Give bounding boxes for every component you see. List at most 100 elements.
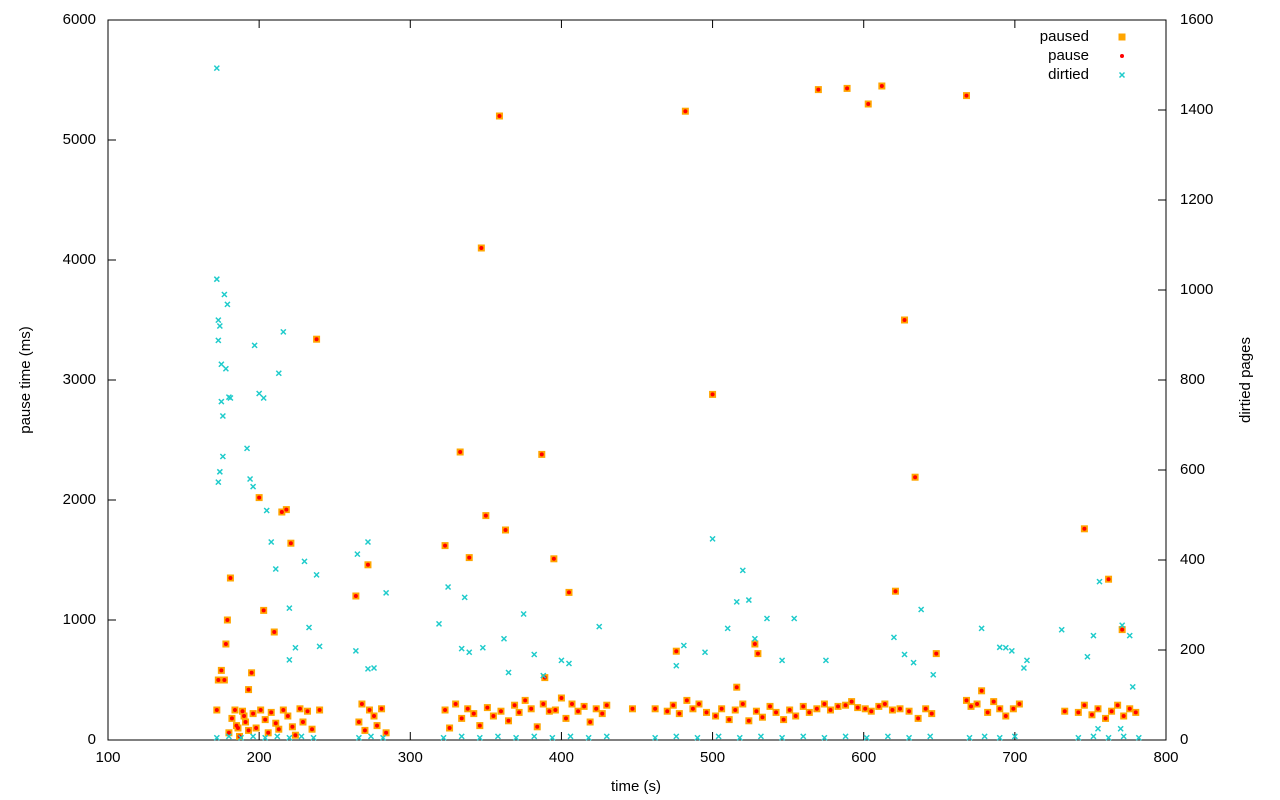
point	[249, 670, 254, 675]
y2-tick-label: 1400	[1180, 101, 1213, 118]
point	[1082, 526, 1087, 531]
point	[906, 734, 913, 741]
point	[1127, 706, 1132, 711]
point	[709, 535, 716, 542]
point	[704, 710, 709, 715]
point	[273, 721, 278, 726]
point	[251, 711, 256, 716]
point	[739, 567, 746, 574]
point	[362, 728, 367, 733]
point	[821, 734, 828, 741]
y2-tick-label: 400	[1180, 551, 1205, 568]
point	[372, 714, 377, 718]
point	[461, 594, 468, 601]
point	[884, 733, 891, 740]
point	[435, 620, 443, 627]
y2-tick-label: 800	[1180, 371, 1205, 388]
point	[793, 714, 798, 718]
point	[1109, 709, 1114, 714]
point	[356, 720, 361, 724]
point	[471, 711, 476, 716]
y2-tick-label: 1000	[1180, 281, 1213, 298]
point	[459, 716, 464, 721]
point	[713, 714, 718, 718]
point	[254, 726, 259, 730]
point	[563, 716, 568, 721]
point	[1008, 647, 1015, 654]
point	[370, 664, 378, 672]
point	[594, 706, 599, 711]
legend-marker	[1118, 71, 1126, 79]
point	[354, 551, 361, 558]
point	[787, 708, 792, 712]
point	[476, 734, 483, 741]
point	[1058, 626, 1065, 633]
point	[653, 706, 658, 711]
point	[710, 392, 715, 397]
point	[1082, 703, 1087, 708]
point	[604, 703, 609, 708]
point	[576, 709, 581, 714]
point	[467, 555, 472, 560]
point	[275, 370, 282, 377]
point	[466, 649, 473, 656]
point	[218, 361, 225, 368]
x-tick-label: 100	[95, 749, 120, 766]
point	[882, 702, 887, 706]
point	[1117, 725, 1124, 732]
point	[1119, 622, 1126, 629]
point	[246, 728, 251, 733]
point	[215, 317, 222, 324]
point	[465, 706, 470, 711]
point	[978, 625, 985, 632]
point	[768, 704, 773, 709]
point	[272, 565, 279, 573]
point	[890, 708, 895, 712]
point	[1120, 627, 1125, 632]
point	[596, 623, 603, 630]
point	[966, 734, 973, 741]
point	[531, 733, 538, 740]
point	[216, 678, 221, 682]
point	[458, 645, 465, 652]
point	[855, 705, 860, 710]
point	[288, 541, 293, 546]
point	[997, 706, 1002, 711]
point	[443, 708, 448, 712]
point	[216, 322, 223, 330]
point	[505, 669, 512, 676]
point	[1076, 710, 1081, 715]
point	[1089, 712, 1094, 717]
y2-tick-label: 0	[1180, 731, 1188, 748]
point	[298, 733, 305, 740]
point	[263, 717, 268, 722]
point	[280, 328, 287, 335]
point	[445, 583, 452, 591]
point	[673, 662, 680, 669]
point	[305, 624, 313, 631]
point	[751, 635, 758, 642]
point	[513, 734, 520, 741]
point	[215, 479, 222, 486]
point	[279, 510, 284, 514]
point	[1096, 578, 1103, 585]
point	[1017, 702, 1022, 706]
point	[981, 733, 988, 740]
point	[1020, 664, 1027, 672]
legend-marker	[1120, 54, 1124, 58]
point	[261, 608, 266, 613]
point	[520, 610, 527, 618]
point	[565, 660, 573, 667]
point	[781, 717, 786, 722]
point	[535, 724, 540, 729]
point	[497, 114, 502, 118]
point	[316, 643, 323, 650]
point	[268, 538, 275, 546]
point	[849, 699, 854, 704]
point	[558, 657, 565, 664]
point	[585, 734, 592, 741]
point	[218, 398, 225, 405]
point	[491, 714, 496, 718]
